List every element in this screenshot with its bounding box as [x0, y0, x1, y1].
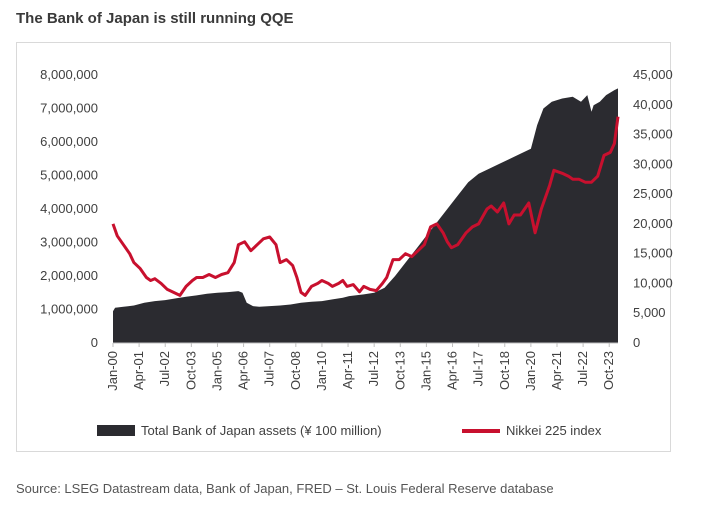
legend: Total Bank of Japan assets (¥ 100 millio…	[97, 423, 602, 438]
x-tick-label: Jul-12	[366, 351, 381, 386]
x-tick-label: Jul-17	[471, 351, 486, 386]
series-nikkei-line	[111, 116, 620, 297]
y-left-tick-label: 2,000,000	[40, 268, 98, 283]
x-tick-label: Apr-21	[549, 351, 564, 390]
x-tick-label: Apr-16	[445, 351, 460, 390]
y-right-tick-label: 10,000	[633, 275, 673, 290]
x-tick-label: Apr-01	[131, 351, 146, 390]
legend-label-assets: Total Bank of Japan assets (¥ 100 millio…	[141, 423, 382, 438]
x-tick-label: Oct-18	[497, 351, 512, 390]
y-right-tick-label: 20,000	[633, 216, 673, 231]
x-tick-label: Jul-22	[575, 351, 590, 386]
x-tick-label: Oct-03	[183, 351, 198, 390]
x-ticks: Jan-00 Apr-01 Jul-02 Oct-03 Jan-05 Apr-06 Jul-…	[105, 343, 616, 391]
legend-swatch-assets	[97, 425, 135, 436]
y-right-tick-label: 15,000	[633, 246, 673, 261]
y-right-tick-label: 45,000	[633, 67, 673, 82]
x-tick-label: Oct-08	[288, 351, 303, 390]
series-assets-area	[113, 88, 618, 344]
chart-title: The Bank of Japan is still running QQE	[16, 10, 294, 27]
x-tick-label: Jul-07	[262, 351, 277, 386]
y-left-tick-label: 7,000,000	[40, 101, 98, 116]
x-tick-label: Oct-23	[601, 351, 616, 390]
x-tick-label: Jan-05	[209, 351, 224, 391]
x-tick-label: Jul-02	[157, 351, 172, 386]
x-tick-label: Oct-13	[392, 351, 407, 390]
y-right-tick-label: 0	[633, 335, 640, 350]
y-left-tick-label: 8,000,000	[40, 67, 98, 82]
y-right-tick-label: 25,000	[633, 186, 673, 201]
y-left-tick-label: 4,000,000	[40, 201, 98, 216]
x-tick-label: Apr-11	[340, 351, 355, 389]
nikkei-line-layer	[111, 116, 620, 297]
y-left-tick-label: 0	[91, 335, 98, 350]
y-left-ticks: 0 1,000,000 2,000,000 3,000,000 4,000,000 5,0…	[40, 67, 98, 350]
y-right-tick-label: 5,000	[633, 305, 666, 320]
x-tick-label: Apr-06	[236, 351, 251, 390]
y-left-tick-label: 1,000,000	[40, 302, 98, 317]
y-right-ticks: 0 5,000 10,000 15,000 20,000 25,000 30,000 35,0…	[633, 67, 673, 350]
y-left-tick-label: 6,000,000	[40, 134, 98, 149]
y-right-tick-label: 40,000	[633, 97, 673, 112]
x-tick-label: Jan-10	[314, 351, 329, 391]
y-right-tick-label: 35,000	[633, 127, 673, 142]
x-tick-label: Jan-15	[418, 351, 433, 391]
assets-area-layer	[113, 88, 618, 344]
y-left-tick-label: 3,000,000	[40, 235, 98, 250]
legend-label-nikkei: Nikkei 225 index	[506, 423, 602, 438]
chart-frame	[16, 42, 671, 452]
x-tick-label: Jan-20	[523, 351, 538, 391]
y-right-tick-label: 30,000	[633, 156, 673, 171]
source-note: Source: LSEG Datastream data, Bank of Ja…	[16, 481, 554, 496]
y-left-tick-label: 5,000,000	[40, 168, 98, 183]
x-tick-label: Jan-00	[105, 351, 120, 391]
